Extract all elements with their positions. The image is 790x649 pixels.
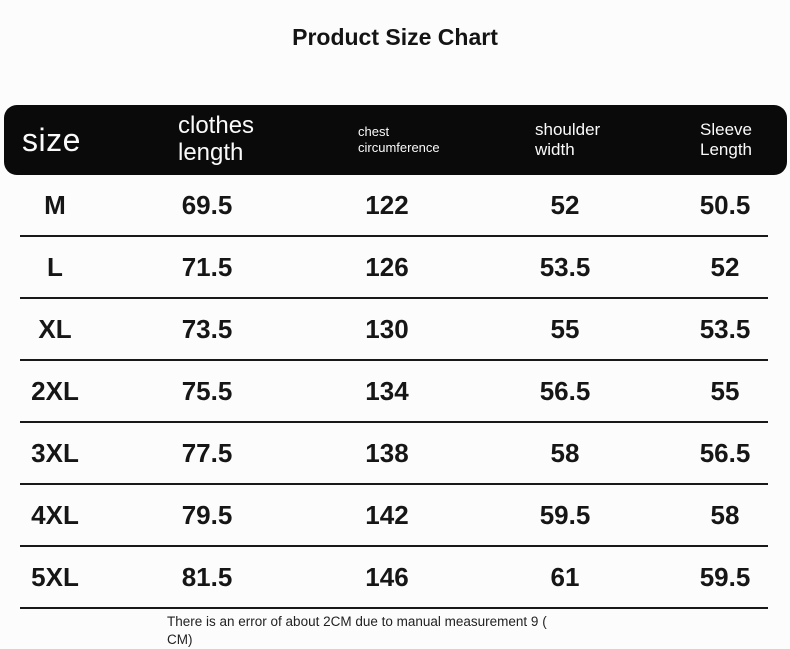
row-divider: [20, 607, 768, 609]
cell-sleeve-length: 52: [710, 251, 740, 282]
cell-shoulder-width: 58: [550, 437, 580, 468]
cell-chest-circumference: 122: [365, 189, 409, 220]
row-divider: [20, 483, 768, 485]
column-header-shoulder-width: shoulder width: [470, 120, 660, 161]
column-header-size-label: size: [22, 121, 81, 158]
table-row-xl: XL 73.5 130 55 53.5: [0, 299, 790, 359]
cell-clothes-length: 77.5: [181, 437, 233, 468]
cell-chest-circumference: 138: [365, 437, 409, 468]
cell-clothes-length: 73.5: [181, 313, 233, 344]
size-table: size clothes length chest circumference …: [0, 105, 790, 609]
table-row-4xl: 4XL 79.5 142 59.5 58: [0, 485, 790, 545]
cell-size: XL: [38, 313, 72, 344]
cell-shoulder-width: 59.5: [539, 499, 591, 530]
table-row-5xl: 5XL 81.5 146 61 59.5: [0, 547, 790, 607]
cell-chest-circumference: 126: [365, 251, 409, 282]
table-row-m: M 69.5 122 52 50.5: [0, 175, 790, 235]
cell-size: 5XL: [31, 561, 79, 592]
row-divider: [20, 359, 768, 361]
footer-note: There is an error of about 2CM due to ma…: [167, 613, 637, 649]
cell-shoulder-width: 56.5: [539, 375, 591, 406]
cell-clothes-length: 69.5: [181, 189, 233, 220]
cell-clothes-length: 81.5: [181, 561, 233, 592]
cell-shoulder-width: 52: [550, 189, 580, 220]
column-header-clothes-length-label: clothes length: [178, 112, 255, 166]
column-header-sleeve-length-label: Sleeve Length: [700, 119, 752, 159]
page-title: Product Size Chart: [292, 24, 498, 50]
cell-chest-circumference: 134: [365, 375, 409, 406]
cell-chest-circumference: 130: [365, 313, 409, 344]
cell-sleeve-length: 59.5: [699, 561, 751, 592]
cell-clothes-length: 79.5: [181, 499, 233, 530]
footer-note-line1: There is an error of about 2CM due to ma…: [167, 614, 547, 629]
cell-shoulder-width: 61: [550, 561, 580, 592]
cell-size: 4XL: [31, 499, 79, 530]
table-row-2xl: 2XL 75.5 134 56.5 55: [0, 361, 790, 421]
footer-note-line2: CM): [167, 631, 193, 647]
size-table-header: size clothes length chest circumference …: [4, 105, 787, 175]
table-row-3xl: 3XL 77.5 138 58 56.5: [0, 423, 790, 483]
column-header-sleeve-length: Sleeve Length: [660, 120, 787, 161]
cell-size: 2XL: [31, 375, 79, 406]
column-header-chest-circumference-label: chest circumference: [358, 124, 440, 155]
column-header-shoulder-width-label: shoulder width: [535, 119, 601, 159]
cell-chest-circumference: 146: [365, 561, 409, 592]
cell-clothes-length: 75.5: [181, 375, 233, 406]
cell-size: L: [47, 251, 63, 282]
column-header-clothes-length: clothes length: [110, 112, 304, 167]
column-header-chest-circumference: chest circumference: [304, 124, 470, 156]
cell-sleeve-length: 50.5: [699, 189, 751, 220]
column-header-size: size: [4, 122, 110, 159]
cell-sleeve-length: 53.5: [699, 313, 751, 344]
cell-size: 3XL: [31, 437, 79, 468]
table-row-l: L 71.5 126 53.5 52: [0, 237, 790, 297]
row-divider: [20, 545, 768, 547]
cell-clothes-length: 71.5: [181, 251, 233, 282]
cell-sleeve-length: 56.5: [699, 437, 751, 468]
cell-chest-circumference: 142: [365, 499, 409, 530]
row-divider: [20, 235, 768, 237]
row-divider: [20, 421, 768, 423]
cell-size: M: [44, 189, 66, 220]
cell-sleeve-length: 58: [710, 499, 740, 530]
row-divider: [20, 297, 768, 299]
cell-sleeve-length: 55: [710, 375, 740, 406]
cell-shoulder-width: 53.5: [539, 251, 591, 282]
cell-shoulder-width: 55: [550, 313, 580, 344]
